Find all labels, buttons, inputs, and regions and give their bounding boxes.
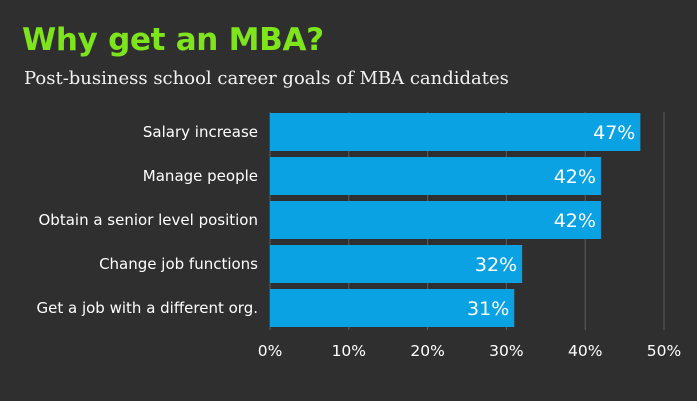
category-label: Salary increase (143, 123, 258, 141)
category-label: Obtain a senior level position (39, 211, 259, 229)
bar (270, 245, 523, 283)
x-tick-label: 20% (410, 342, 444, 360)
x-tick-label: 50% (647, 342, 681, 360)
chart-title: Why get an MBA? (22, 22, 324, 58)
data-label: 42% (554, 166, 596, 188)
category-label: Get a job with a different org. (37, 299, 259, 317)
bars (270, 113, 641, 327)
x-tick-label: 0% (258, 342, 283, 360)
category-label: Manage people (143, 167, 258, 185)
category-labels: Salary increase Manage people Obtain a sen… (37, 123, 259, 317)
bar (270, 201, 601, 239)
bar (270, 289, 515, 327)
x-tick-label: 30% (489, 342, 523, 360)
x-tick-labels: 0% 10% 20% 30% 40% 50% (258, 342, 682, 360)
bar (270, 157, 601, 195)
x-tick-label: 10% (332, 342, 366, 360)
data-label: 31% (467, 298, 509, 320)
data-labels: 47% 42% 42% 32% 31% (467, 122, 635, 320)
category-label: Change job functions (99, 255, 258, 273)
data-label: 32% (475, 254, 517, 276)
bar (270, 113, 641, 151)
chart-subtitle: Post-business school career goals of MBA… (24, 68, 509, 89)
x-tick-label: 40% (568, 342, 602, 360)
data-label: 47% (593, 122, 635, 144)
data-label: 42% (554, 210, 596, 232)
